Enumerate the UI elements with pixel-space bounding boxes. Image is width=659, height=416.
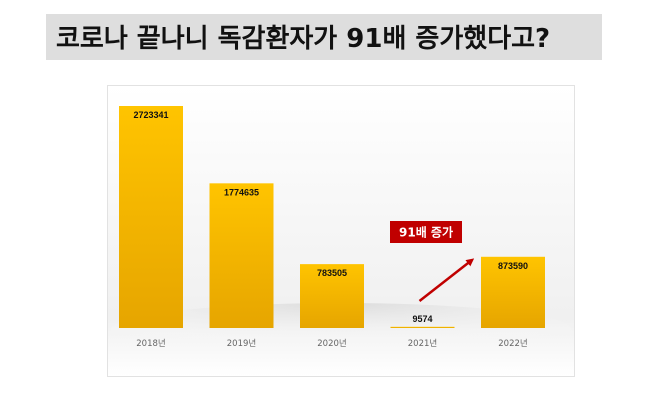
- bar-2022년: [481, 256, 545, 328]
- bar-chart: 2723341 2018년 1774635 2019년 783505 2020년 9574 2…: [108, 86, 574, 376]
- bar-2021년: [390, 326, 455, 328]
- x-tick-label: 2021년: [408, 338, 437, 349]
- bar-2020년: [300, 264, 364, 328]
- increase-arrow: [418, 258, 475, 302]
- value-label: 873590: [498, 261, 528, 271]
- value-label: 1774635: [224, 187, 259, 197]
- callout-label: 91배 증가: [399, 225, 453, 240]
- x-tick-label: 2022년: [498, 338, 527, 349]
- bar-2018년: [119, 106, 183, 328]
- page-title: 코로나 끝나니 독감환자가 91배 증가했다고?: [56, 24, 551, 54]
- value-label: 9574: [412, 314, 432, 324]
- value-label: 2723341: [133, 110, 168, 120]
- callout-box: [390, 221, 462, 243]
- x-tick-label: 2018년: [136, 338, 165, 349]
- value-label: 783505: [317, 268, 347, 278]
- x-tick-label: 2019년: [227, 338, 256, 349]
- title-band: [46, 14, 602, 60]
- bar-2019년: [209, 183, 274, 328]
- x-tick-label: 2020년: [317, 338, 346, 349]
